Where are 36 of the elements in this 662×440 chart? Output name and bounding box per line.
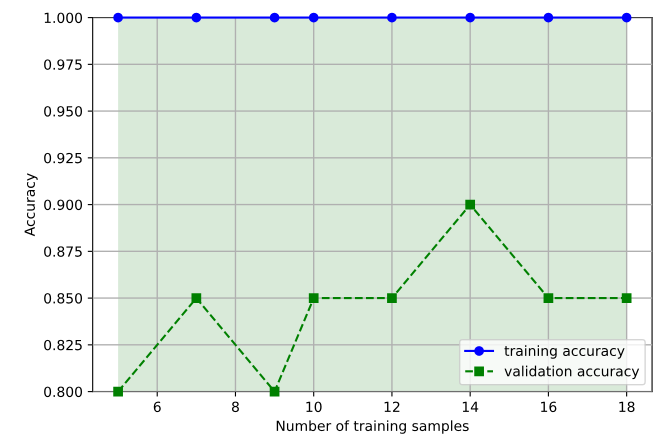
x-tick-label: 18 (619, 402, 635, 412)
y-tick-label: 0.975 (44, 59, 82, 70)
point (465, 12, 476, 22)
y-tick-label: 0.950 (44, 106, 82, 117)
y-axis-title: Accuracy (24, 173, 38, 236)
y-tick-label: 0.875 (44, 246, 82, 257)
point (191, 293, 202, 303)
point (191, 12, 202, 22)
point (622, 293, 632, 303)
y-tick-label: 0.825 (44, 340, 82, 350)
point (113, 12, 123, 22)
legend-label: training accuracy (504, 345, 625, 359)
point (387, 12, 397, 22)
x-tick-label: 14 (462, 402, 478, 412)
x-tick-label: 12 (384, 402, 400, 412)
y-tick-label: 0.900 (44, 200, 82, 210)
x-tick-label: 8 (232, 402, 239, 412)
y-tick-label: 0.850 (44, 293, 82, 304)
point (465, 200, 476, 210)
point (544, 293, 554, 303)
y-tick-label: 1.000 (44, 12, 82, 24)
x-tick-label: 10 (306, 402, 322, 412)
y-tick-label: 0.925 (44, 152, 82, 164)
point (544, 12, 554, 22)
point (308, 12, 319, 22)
y-tick-label: 0.800 (44, 386, 82, 398)
x-axis-title: Number of training samples (276, 420, 469, 434)
x-tick-label: 6 (154, 402, 161, 412)
point (308, 293, 319, 303)
legend-label: validation accuracy (504, 366, 640, 380)
point (622, 12, 632, 22)
point (387, 293, 397, 303)
point (270, 386, 280, 396)
point (270, 12, 280, 22)
x-tick-label: 16 (541, 402, 556, 412)
point (113, 386, 123, 396)
